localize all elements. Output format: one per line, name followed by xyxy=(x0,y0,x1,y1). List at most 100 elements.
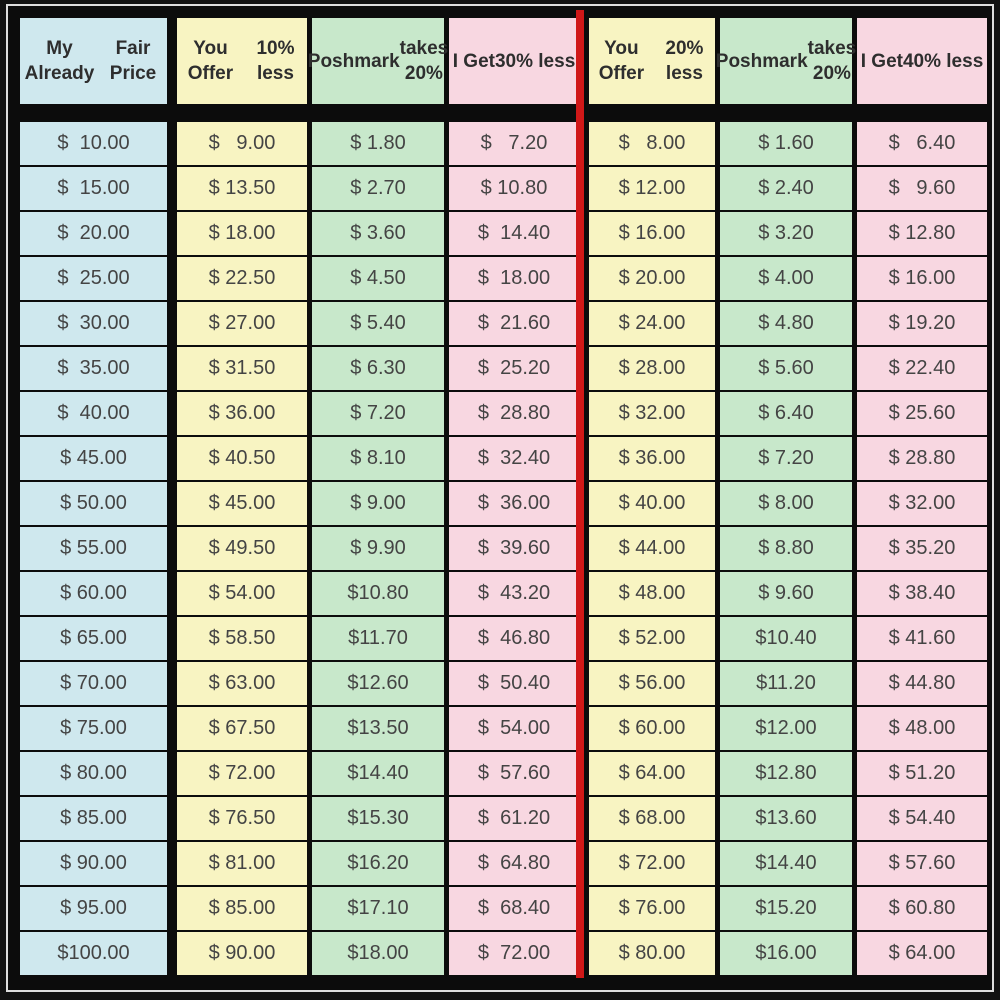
table-cell: $15.30 xyxy=(312,797,444,840)
table-cell: $ 36.00 xyxy=(449,482,579,525)
table-cell: $ 64.00 xyxy=(589,752,715,795)
column-header-line: takes 20% xyxy=(399,38,449,84)
column-header-line: 10% less xyxy=(256,38,295,84)
table-cell: $ 68.00 xyxy=(589,797,715,840)
table-cell: $ 44.00 xyxy=(589,527,715,570)
table-cell: $ 22.40 xyxy=(857,347,987,390)
table-cell: $ 55.00 xyxy=(20,527,167,570)
table-cell: $ 36.00 xyxy=(589,437,715,480)
table-cell: $ 68.40 xyxy=(449,887,579,930)
table-cell: $ 57.60 xyxy=(449,752,579,795)
column-body: $ 10.00 $ 15.00 $ 20.00 $ 25.00 $ 30.00 $ 35.… xyxy=(20,122,167,986)
table-cell: $ 48.00 xyxy=(857,707,987,750)
table-cell: $ 20.00 xyxy=(589,257,715,300)
column-body: $ 1.60 $ 2.40 $ 3.20 $ 4.00 $ 4.80 $ 5.60 $ 6.… xyxy=(720,122,852,986)
table-cell: $ 48.00 xyxy=(589,572,715,615)
column-header: My Already Fair Price xyxy=(20,18,167,104)
table-cell: $14.40 xyxy=(720,842,852,885)
table-cell: $12.80 xyxy=(720,752,852,795)
table-cell: $12.00 xyxy=(720,707,852,750)
table-cell: $ 54.40 xyxy=(857,797,987,840)
table-cell: $ 60.00 xyxy=(589,707,715,750)
table-cell: $ 25.20 xyxy=(449,347,579,390)
table-cell: $ 9.00 xyxy=(312,482,444,525)
table-cell: $ 10.80 xyxy=(449,167,579,210)
table-cell: $12.60 xyxy=(312,662,444,705)
table-cell: $15.20 xyxy=(720,887,852,930)
table-cell: $ 5.60 xyxy=(720,347,852,390)
table-cell: $ 20.00 xyxy=(20,212,167,255)
table-cell: $ 4.50 xyxy=(312,257,444,300)
price-table: My Already Fair Price $ 10.00 $ 15.00 $ 20.0… xyxy=(6,4,994,992)
table-cell: $11.70 xyxy=(312,617,444,660)
column-header-line: Poshmark xyxy=(715,50,808,72)
table-cell: $ 50.40 xyxy=(449,662,579,705)
table-cell: $ 9.00 xyxy=(177,122,307,165)
table-cell: $ 64.80 xyxy=(449,842,579,885)
column-header-line: Fair Price xyxy=(109,38,157,84)
table-cell: $ 6.40 xyxy=(720,392,852,435)
table-cell: $ 72.00 xyxy=(589,842,715,885)
table-cell: $ 10.00 xyxy=(20,122,167,165)
table-cell: $ 40.00 xyxy=(20,392,167,435)
table-cell: $ 16.00 xyxy=(857,257,987,300)
column-header-line: 30% less xyxy=(494,50,576,72)
table-cell: $10.40 xyxy=(720,617,852,660)
table-cell: $ 58.50 xyxy=(177,617,307,660)
column-header-line: I Get xyxy=(860,50,903,72)
column-header-line: You Offer xyxy=(187,38,234,84)
column-body: $ 6.40 $ 9.60 $ 12.80 $ 16.00 $ 19.20 $ 22.40… xyxy=(857,122,987,986)
table-cell: $ 45.00 xyxy=(20,437,167,480)
table-cell: $ 41.60 xyxy=(857,617,987,660)
table-cell: $ 64.00 xyxy=(857,932,987,975)
table-cell: $ 9.60 xyxy=(857,167,987,210)
table-cell: $ 60.00 xyxy=(20,572,167,615)
table-cell: $ 44.80 xyxy=(857,662,987,705)
red-divider xyxy=(576,10,584,978)
table-cell: $ 51.20 xyxy=(857,752,987,795)
table-cell: $ 72.00 xyxy=(449,932,579,975)
table-cell: $ 28.80 xyxy=(449,392,579,435)
table-cell: $ 7.20 xyxy=(312,392,444,435)
table-cell: $ 60.80 xyxy=(857,887,987,930)
table-cell: $ 4.00 xyxy=(720,257,852,300)
table-cell: $ 32.00 xyxy=(857,482,987,525)
column-header: You Offer 10% less xyxy=(177,18,307,104)
table-cell: $ 39.60 xyxy=(449,527,579,570)
table-cell: $ 61.20 xyxy=(449,797,579,840)
table-cell: $ 52.00 xyxy=(589,617,715,660)
table-cell: $ 18.00 xyxy=(177,212,307,255)
table-cell: $ 15.00 xyxy=(20,167,167,210)
table-cell: $ 85.00 xyxy=(20,797,167,840)
table-cell: $ 72.00 xyxy=(177,752,307,795)
table-cell: $ 50.00 xyxy=(20,482,167,525)
table-cell: $ 54.00 xyxy=(449,707,579,750)
column-body: $ 1.80 $ 2.70 $ 3.60 $ 4.50 $ 5.40 $ 6.30 $ 7.… xyxy=(312,122,444,986)
column-body: $ 9.00 $ 13.50 $ 18.00 $ 22.50 $ 27.00 $ 31.5… xyxy=(177,122,307,986)
table-cell: $ 25.00 xyxy=(20,257,167,300)
table-cell: $ 2.40 xyxy=(720,167,852,210)
column-header: Poshmark takes 20% xyxy=(308,18,448,104)
table-cell: $ 35.00 xyxy=(20,347,167,390)
table-cell: $ 40.00 xyxy=(589,482,715,525)
column-header-line: You Offer xyxy=(598,38,645,84)
table-cell: $ 76.50 xyxy=(177,797,307,840)
table-cell: $16.20 xyxy=(312,842,444,885)
table-cell: $ 9.60 xyxy=(720,572,852,615)
table-cell: $ 24.00 xyxy=(589,302,715,345)
column-header-line: takes 20% xyxy=(807,38,857,84)
table-cell: $ 1.80 xyxy=(312,122,444,165)
table-cell: $ 75.00 xyxy=(20,707,167,750)
table-cell: $10.80 xyxy=(312,572,444,615)
table-cell: $ 21.60 xyxy=(449,302,579,345)
table-cell: $ 9.90 xyxy=(312,527,444,570)
table-cell: $ 12.80 xyxy=(857,212,987,255)
table-cell: $ 95.00 xyxy=(20,887,167,930)
table-cell: $ 1.60 xyxy=(720,122,852,165)
table-cell: $ 18.00 xyxy=(449,257,579,300)
table-cell: $ 13.50 xyxy=(177,167,307,210)
table-cell: $14.40 xyxy=(312,752,444,795)
table-cell: $ 19.20 xyxy=(857,302,987,345)
table-cell: $ 32.40 xyxy=(449,437,579,480)
table-cell: $ 12.00 xyxy=(589,167,715,210)
